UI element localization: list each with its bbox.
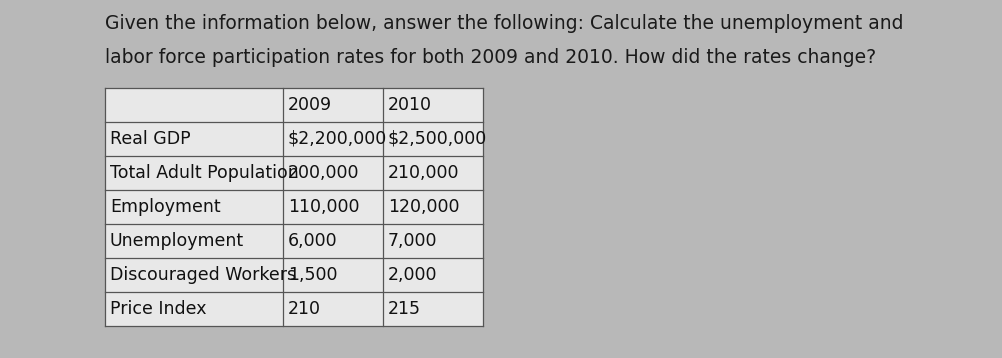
Text: $2,500,000: $2,500,000 <box>388 130 487 148</box>
Text: Real GDP: Real GDP <box>110 130 190 148</box>
Text: 2,000: 2,000 <box>388 266 437 284</box>
Text: 120,000: 120,000 <box>388 198 459 216</box>
Text: Discouraged Workers: Discouraged Workers <box>110 266 296 284</box>
Text: 6,000: 6,000 <box>288 232 338 250</box>
Bar <box>105 88 483 326</box>
Text: 200,000: 200,000 <box>288 164 359 182</box>
Text: Total Adult Population: Total Adult Population <box>110 164 299 182</box>
Text: 215: 215 <box>388 300 421 318</box>
Text: 2009: 2009 <box>288 96 332 114</box>
Text: 210,000: 210,000 <box>388 164 459 182</box>
Text: labor force participation rates for both 2009 and 2010. How did the rates change: labor force participation rates for both… <box>105 48 876 67</box>
Text: 7,000: 7,000 <box>388 232 437 250</box>
Text: 1,500: 1,500 <box>288 266 337 284</box>
Text: $2,200,000: $2,200,000 <box>288 130 387 148</box>
Text: Given the information below, answer the following: Calculate the unemployment an: Given the information below, answer the … <box>105 14 903 33</box>
Text: Employment: Employment <box>110 198 220 216</box>
Text: 110,000: 110,000 <box>288 198 359 216</box>
Text: Unemployment: Unemployment <box>110 232 243 250</box>
Text: 210: 210 <box>288 300 321 318</box>
Text: 2010: 2010 <box>388 96 432 114</box>
Text: Price Index: Price Index <box>110 300 206 318</box>
